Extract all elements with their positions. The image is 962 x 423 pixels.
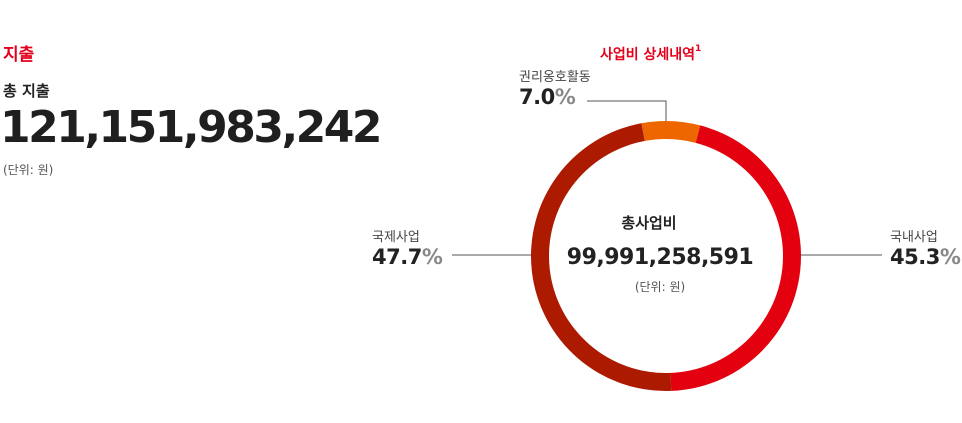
leader-advocacy: [587, 100, 667, 121]
chart-title-text: 사업비 상세내역: [600, 47, 696, 63]
slice-label-international: 국제사업 47.7%: [372, 226, 443, 269]
donut-slice-1: [531, 123, 672, 392]
total-expenditure-amount: 121,151,983,242: [0, 102, 383, 153]
chart-title: 사업비 상세내역1: [600, 44, 701, 64]
leader-lines: [452, 100, 882, 256]
footnote-mark: 1: [695, 44, 702, 55]
slice-value: 7.0%: [519, 85, 576, 109]
donut-slice-0: [670, 125, 801, 391]
slice-label-domestic: 국내사업 45.3%: [890, 226, 961, 269]
total-expenditure-label: 총 지출: [3, 82, 50, 100]
slice-name: 국제사업: [372, 230, 420, 245]
slice-label-advocacy: 권리옹호활동 7.0%: [519, 66, 591, 109]
total-expenditure-unit: (단위: 원): [3, 163, 54, 177]
slice-name: 국내사업: [890, 230, 938, 245]
donut-slice-2: [641, 120, 701, 143]
center-title: 총사업비: [621, 214, 677, 232]
expenditure-title: 지출: [3, 45, 35, 65]
center-amount: 99,991,258,591: [566, 245, 754, 270]
center-unit: (단위: 원): [634, 280, 686, 294]
slice-value: 45.3%: [890, 245, 961, 269]
slice-name: 권리옹호활동: [519, 70, 591, 85]
donut-slices: [531, 120, 801, 392]
slice-value: 47.7%: [372, 245, 443, 269]
